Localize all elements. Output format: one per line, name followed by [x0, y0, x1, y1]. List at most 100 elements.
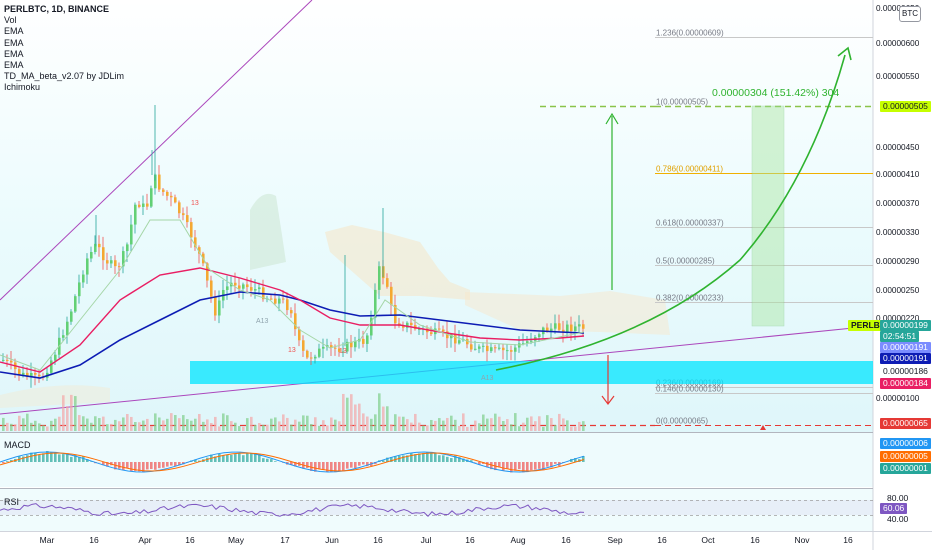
- volume-bar: [38, 423, 41, 431]
- volume-bar: [378, 393, 381, 431]
- volume-bar: [130, 416, 133, 431]
- indicator-ema-2[interactable]: EMA: [4, 37, 24, 48]
- candle-body: [234, 282, 237, 286]
- volume-bar: [370, 418, 373, 431]
- candle-body: [90, 252, 93, 259]
- candle-body: [538, 334, 541, 338]
- candle-body: [566, 324, 569, 333]
- currency-badge[interactable]: BTC: [899, 6, 921, 22]
- indicator-ema-4[interactable]: EMA: [4, 60, 24, 71]
- candle-body: [526, 341, 529, 344]
- macd-bar: [514, 462, 517, 471]
- volume-bar: [298, 421, 301, 431]
- volume-bar: [110, 423, 113, 431]
- macd-bar: [34, 452, 37, 462]
- volume-bar: [274, 417, 277, 431]
- price-tag-184: 0.00000184: [880, 378, 931, 389]
- volume-bar: [526, 417, 529, 431]
- volume-bar: [206, 419, 209, 431]
- volume-bar: [506, 419, 509, 431]
- macd-bar: [310, 462, 313, 471]
- fib-level-label: 0.786(0.00000411): [656, 165, 723, 174]
- macd-bar: [122, 462, 125, 471]
- candle-body: [282, 298, 285, 300]
- candle-body: [562, 329, 565, 333]
- macd-bar: [314, 462, 317, 472]
- volume-bar: [462, 413, 465, 431]
- indicator-ema-1[interactable]: EMA: [4, 26, 24, 37]
- macd-bar: [274, 461, 277, 462]
- macd-bar: [258, 453, 261, 462]
- candle-body: [18, 369, 21, 375]
- candle-marker: A13: [256, 318, 269, 325]
- candle-body: [78, 282, 81, 297]
- volume-bar: [66, 406, 69, 431]
- volume-bar: [470, 426, 473, 431]
- volume-bar: [222, 413, 225, 431]
- fib-level-label: 1.236(0.00000609): [656, 29, 724, 38]
- candle-marker: A13: [481, 375, 494, 382]
- volume-bar: [82, 416, 85, 431]
- volume-bar: [510, 424, 513, 431]
- candle-body: [374, 289, 377, 318]
- candle-body: [386, 278, 389, 287]
- candle-body: [334, 347, 337, 349]
- candle-body: [134, 204, 137, 225]
- y-tick-label: 0.00000370: [876, 199, 920, 208]
- macd-bar: [538, 462, 541, 469]
- macd-bar: [326, 462, 329, 472]
- y-tick-label: 0.00000450: [876, 143, 920, 152]
- volume-bar: [530, 416, 533, 431]
- candle-body: [206, 263, 209, 281]
- x-tick-label: 16: [465, 535, 475, 545]
- y-tick-label: 0.00000290: [876, 257, 920, 266]
- cloud-bullish: [250, 193, 286, 270]
- indicator-td-ma[interactable]: TD_MA_beta_v2.07 by JDLim: [4, 71, 125, 82]
- macd-bar: [318, 462, 321, 470]
- volume-bar: [342, 393, 345, 431]
- candle-body: [298, 329, 301, 341]
- candle-body: [410, 322, 413, 326]
- candle-body: [378, 266, 381, 290]
- candle-body: [242, 284, 245, 289]
- candle-body: [502, 347, 505, 351]
- macd-bar: [446, 456, 449, 462]
- candle-body: [110, 260, 113, 264]
- macd-bar: [62, 454, 65, 462]
- volume-bar: [322, 420, 325, 431]
- macd-histogram: [2, 451, 585, 473]
- candle-body: [66, 321, 69, 336]
- candle-body: [466, 339, 469, 345]
- volume-bar: [106, 424, 109, 431]
- volume-bar: [418, 422, 421, 431]
- price-tag-186: 0.00000186: [880, 366, 931, 377]
- macd-bar: [550, 462, 553, 468]
- candle-body: [406, 322, 409, 328]
- volume-bar: [190, 420, 193, 431]
- indicator-vol[interactable]: Vol: [4, 15, 17, 26]
- volume-bar: [194, 418, 197, 431]
- macd-bar: [138, 462, 141, 472]
- volume-bar: [150, 425, 153, 431]
- volume-bar: [90, 422, 93, 431]
- volume-bar: [118, 421, 121, 431]
- candle-body: [86, 258, 89, 275]
- indicator-ichimoku[interactable]: Ichimoku: [4, 82, 41, 93]
- event-marker: [760, 425, 766, 430]
- volume-bar: [366, 416, 369, 431]
- candle-body: [482, 345, 485, 347]
- rsi-pane-background: [0, 489, 873, 531]
- macd-line: [0, 451, 585, 473]
- volume-bar: [286, 417, 289, 431]
- x-tick-label: 17: [280, 535, 290, 545]
- candle-body: [498, 347, 501, 349]
- candle-body: [246, 284, 249, 288]
- volume-bar: [78, 415, 81, 431]
- candle-body: [494, 347, 497, 349]
- indicator-ema-3[interactable]: EMA: [4, 48, 24, 59]
- macd-bar: [134, 462, 137, 471]
- macd-bar: [554, 462, 557, 464]
- macd-bar: [254, 453, 257, 462]
- rsi-tag-80: 80.00: [887, 493, 909, 503]
